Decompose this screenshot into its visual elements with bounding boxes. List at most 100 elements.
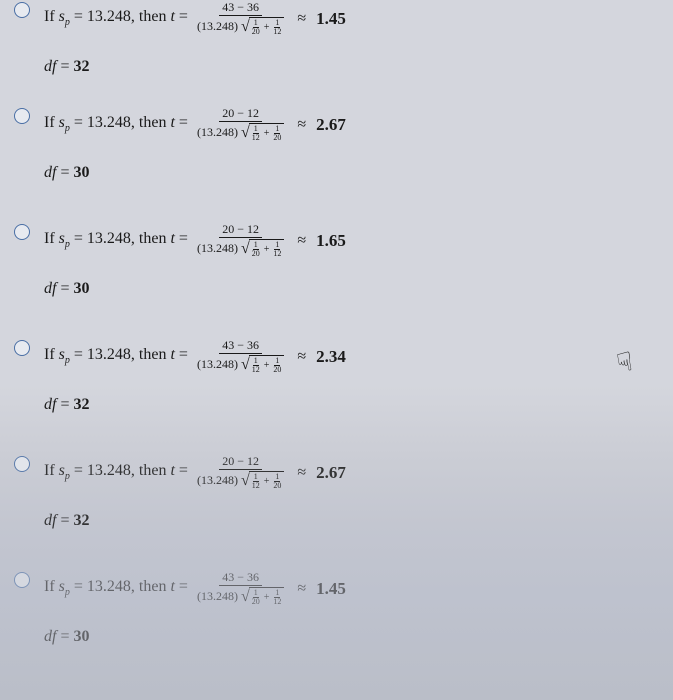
df-line: df = 30 bbox=[44, 628, 89, 646]
radio-button[interactable] bbox=[14, 572, 30, 588]
formula-line: If sp = 13.248, then t =43 − 36(13.248)√… bbox=[44, 570, 643, 607]
sp-value: 13.248 bbox=[87, 578, 131, 595]
radio-button[interactable] bbox=[14, 224, 30, 240]
df-line: df = 30 bbox=[44, 280, 89, 298]
frac2: 112 bbox=[272, 19, 282, 36]
t-symbol: t bbox=[170, 114, 174, 131]
df-line: df = 32 bbox=[44, 58, 89, 76]
denominator: (13.248)√112+120 bbox=[194, 354, 287, 375]
eq2: = bbox=[179, 346, 188, 363]
if-label: If bbox=[44, 114, 55, 131]
then-label: , then bbox=[131, 346, 167, 363]
prefix-text: If sp = 13.248, then t = bbox=[44, 115, 188, 134]
df-eq: = bbox=[60, 58, 69, 75]
frac1: 112 bbox=[251, 473, 261, 490]
sp-value: 13.248 bbox=[87, 230, 131, 247]
df-line: df = 32 bbox=[44, 512, 89, 530]
eq2: = bbox=[179, 578, 188, 595]
df-label: df bbox=[44, 512, 56, 529]
coef: (13.248) bbox=[197, 474, 238, 487]
sqrt: √120+112 bbox=[241, 587, 284, 606]
t-symbol: t bbox=[170, 346, 174, 363]
df-line: df = 30 bbox=[44, 164, 89, 182]
sqrt: √112+120 bbox=[241, 123, 284, 142]
prefix-text: If sp = 13.248, then t = bbox=[44, 463, 188, 482]
frac2: 120 bbox=[272, 473, 282, 490]
sqrt: √120+112 bbox=[241, 239, 284, 258]
df-value: 32 bbox=[73, 512, 89, 529]
eq1: = bbox=[74, 462, 83, 479]
plus: + bbox=[263, 22, 271, 33]
radio-button[interactable] bbox=[14, 340, 30, 356]
denominator: (13.248)√120+112 bbox=[194, 16, 287, 37]
coef: (13.248) bbox=[197, 358, 238, 371]
if-label: If bbox=[44, 8, 55, 25]
then-label: , then bbox=[131, 8, 167, 25]
sp-symbol: sp bbox=[59, 230, 70, 247]
df-line: df = 32 bbox=[44, 396, 89, 414]
result-value: 1.45 bbox=[316, 580, 346, 597]
sp-symbol: sp bbox=[59, 346, 70, 363]
then-label: , then bbox=[131, 578, 167, 595]
df-eq: = bbox=[60, 396, 69, 413]
df-value: 30 bbox=[73, 280, 89, 297]
result-value: 2.67 bbox=[316, 464, 346, 481]
if-label: If bbox=[44, 578, 55, 595]
df-eq: = bbox=[60, 280, 69, 297]
coef: (13.248) bbox=[197, 590, 238, 603]
sp-value: 13.248 bbox=[87, 8, 131, 25]
plus: + bbox=[263, 476, 271, 487]
denominator: (13.248)√112+120 bbox=[194, 122, 287, 143]
frac1: 120 bbox=[251, 589, 261, 606]
approx-symbol: ≈ bbox=[297, 117, 306, 133]
t-fraction: 20 − 12(13.248)√112+120 bbox=[194, 454, 287, 491]
df-label: df bbox=[44, 58, 56, 75]
denominator: (13.248)√112+120 bbox=[194, 470, 287, 491]
df-value: 30 bbox=[73, 164, 89, 181]
frac2: 112 bbox=[272, 241, 282, 258]
plus: + bbox=[263, 592, 271, 603]
t-fraction: 20 − 12(13.248)√112+120 bbox=[194, 106, 287, 143]
radio-button[interactable] bbox=[14, 456, 30, 472]
sp-value: 13.248 bbox=[87, 346, 131, 363]
df-label: df bbox=[44, 628, 56, 645]
df-eq: = bbox=[60, 164, 69, 181]
sp-value: 13.248 bbox=[87, 462, 131, 479]
sp-value: 13.248 bbox=[87, 114, 131, 131]
prefix-text: If sp = 13.248, then t = bbox=[44, 347, 188, 366]
frac1: 120 bbox=[251, 19, 261, 36]
radio-button[interactable] bbox=[14, 108, 30, 124]
eq1: = bbox=[74, 8, 83, 25]
result-value: 1.45 bbox=[316, 10, 346, 27]
approx-symbol: ≈ bbox=[297, 233, 306, 249]
if-label: If bbox=[44, 462, 55, 479]
denominator: (13.248)√120+112 bbox=[194, 586, 287, 607]
numerator: 43 − 36 bbox=[219, 338, 262, 354]
plus: + bbox=[263, 128, 271, 139]
plus: + bbox=[263, 244, 271, 255]
then-label: , then bbox=[131, 230, 167, 247]
radio-button[interactable] bbox=[14, 2, 30, 18]
df-label: df bbox=[44, 396, 56, 413]
eq2: = bbox=[179, 230, 188, 247]
numerator: 20 − 12 bbox=[219, 106, 262, 122]
prefix-text: If sp = 13.248, then t = bbox=[44, 579, 188, 598]
result-value: 2.34 bbox=[316, 348, 346, 365]
approx-symbol: ≈ bbox=[297, 349, 306, 365]
coef: (13.248) bbox=[197, 126, 238, 139]
prefix-text: If sp = 13.248, then t = bbox=[44, 231, 188, 250]
df-label: df bbox=[44, 164, 56, 181]
sp-symbol: sp bbox=[59, 8, 70, 25]
approx-symbol: ≈ bbox=[297, 465, 306, 481]
eq2: = bbox=[179, 8, 188, 25]
if-label: If bbox=[44, 346, 55, 363]
frac2: 120 bbox=[272, 357, 282, 374]
sp-symbol: sp bbox=[59, 114, 70, 131]
result-value: 1.65 bbox=[316, 232, 346, 249]
formula-line: If sp = 13.248, then t =20 − 12(13.248)√… bbox=[44, 106, 643, 143]
approx-symbol: ≈ bbox=[297, 11, 306, 27]
formula-line: If sp = 13.248, then t =43 − 36(13.248)√… bbox=[44, 0, 643, 37]
then-label: , then bbox=[131, 114, 167, 131]
frac1: 112 bbox=[251, 125, 261, 142]
frac2: 120 bbox=[272, 125, 282, 142]
